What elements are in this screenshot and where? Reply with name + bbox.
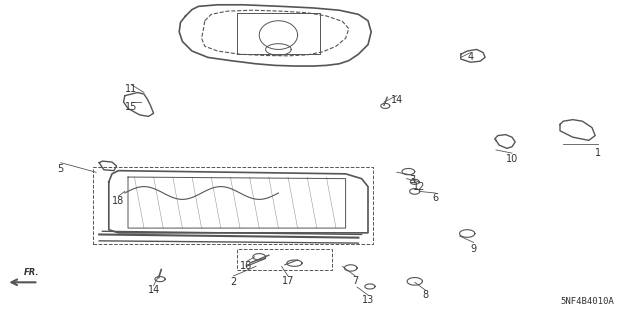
Text: 9: 9 [470, 244, 477, 254]
Text: 3: 3 [410, 175, 416, 185]
Text: 5NF4B4010A: 5NF4B4010A [561, 297, 614, 306]
Text: 10: 10 [506, 154, 518, 165]
Text: 2: 2 [230, 277, 237, 287]
Text: 16: 16 [240, 261, 253, 271]
Text: 17: 17 [282, 276, 294, 286]
Text: 14: 14 [390, 95, 403, 106]
Text: 8: 8 [422, 290, 429, 300]
Text: FR.: FR. [24, 268, 40, 277]
Text: 12: 12 [413, 182, 426, 192]
Text: 15: 15 [125, 102, 138, 112]
Text: 5: 5 [58, 164, 64, 174]
Text: 4: 4 [467, 52, 474, 63]
Text: 6: 6 [432, 193, 438, 203]
Text: 1: 1 [595, 148, 602, 158]
Text: 14: 14 [147, 285, 160, 295]
Text: 18: 18 [112, 196, 125, 206]
Text: 7: 7 [352, 276, 358, 286]
Text: 13: 13 [362, 295, 374, 305]
Text: 11: 11 [125, 84, 138, 94]
